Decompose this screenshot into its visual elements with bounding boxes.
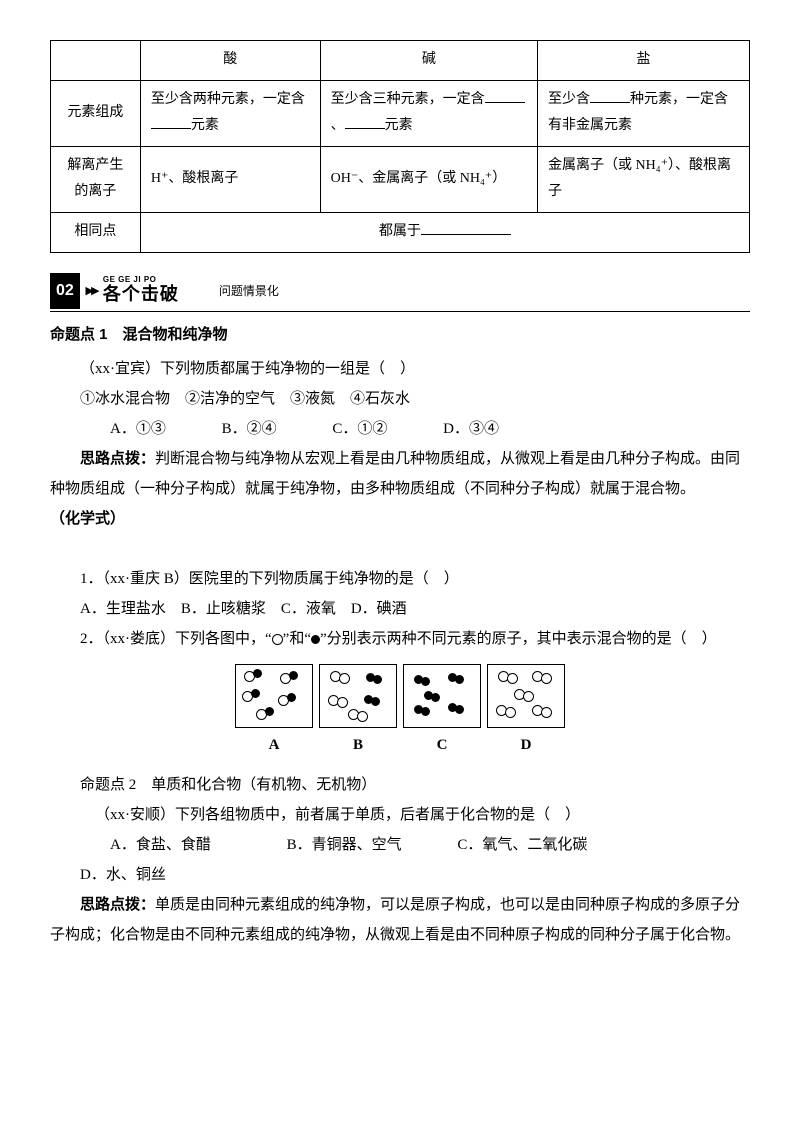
diagram-a: A <box>235 664 313 760</box>
opt-a: A．①③ <box>80 414 166 444</box>
row2-label: 解离产生的离子 <box>51 146 141 212</box>
label-d: D <box>487 730 565 760</box>
diagram-row: A B C D <box>50 664 750 760</box>
diagram-b: B <box>319 664 397 760</box>
th-salt: 盐 <box>538 41 750 81</box>
opt-b: B．②④ <box>192 414 277 444</box>
t2-opt-b: B．青铜器、空气 <box>257 830 402 860</box>
th-base: 碱 <box>320 41 537 81</box>
row1-salt: 至少含种元素，一定含有非金属元素 <box>538 80 750 146</box>
think-label: 思路点拨： <box>80 450 155 467</box>
row2-base: OH⁻、金属离子（或 NH₄⁺） <box>320 146 537 212</box>
opt-d: D．③④ <box>413 414 499 444</box>
t2-opt-d: D．水、铜丝 <box>50 860 166 890</box>
row2-salt: 金属离子（或 NH₄⁺）、酸根离子 <box>538 146 750 212</box>
t2-opt-c: C．氧气、二氧化碳 <box>427 830 587 860</box>
topic1-stem: （xx·宜宾）下列物质都属于纯净物的一组是（ ） <box>50 354 750 384</box>
q2: 2．（xx·娄底）下列各图中，“”和“”分别表示两种不同元素的原子，其中表示混合… <box>50 624 750 654</box>
row1-acid: 至少含两种元素，一定含元素 <box>140 80 320 146</box>
row1-base: 至少含三种元素，一定含、元素 <box>320 80 537 146</box>
arrow-icon: ▸▸ <box>86 276 97 306</box>
topic2-think: 思路点拨：单质是由同种元素组成的纯净物，可以是原子构成，也可以是由同种原子构成的… <box>50 890 750 950</box>
t2-think-label: 思路点拨： <box>80 896 155 913</box>
section-header: 02 ▸▸ GE GE JI PO 各个击破 问题情景化 <box>50 273 750 312</box>
section-title: 各个击破 <box>103 285 179 305</box>
th-acid: 酸 <box>140 41 320 81</box>
section-subtitle: 问题情景化 <box>219 279 279 303</box>
q1-opts: A．生理盐水 B．止咳糖浆 C．液氧 D．碘酒 <box>50 594 750 624</box>
topic2-options: A．食盐、食醋 B．青铜器、空气 C．氧气、二氧化碳 D．水、铜丝 <box>50 830 750 890</box>
composition-table: 酸 碱 盐 元素组成 至少含两种元素，一定含元素 至少含三种元素，一定含、元素 … <box>50 40 750 253</box>
row3-label: 相同点 <box>51 212 141 252</box>
chem-label: （化学式） <box>50 504 750 534</box>
opt-c: C．①② <box>302 414 387 444</box>
diagram-c: C <box>403 664 481 760</box>
section-num: 02 <box>50 273 80 309</box>
row3-merged: 都属于 <box>140 212 749 252</box>
diagram-d: D <box>487 664 565 760</box>
topic1-heading: 命题点 1 混合物和纯净物 <box>50 320 750 350</box>
label-a: A <box>235 730 313 760</box>
th-blank <box>51 41 141 81</box>
topic1-items: ①冰水混合物 ②洁净的空气 ③液氮 ④石灰水 <box>50 384 750 414</box>
label-b: B <box>319 730 397 760</box>
label-c: C <box>403 730 481 760</box>
row2-acid: H⁺、酸根离子 <box>140 146 320 212</box>
topic2-heading: 命题点 2 单质和化合物（有机物、无机物） <box>50 770 750 800</box>
topic1-think: 思路点拨：判断混合物与纯净物从宏观上看是由几种物质组成，从微观上看是由几种分子构… <box>50 444 750 504</box>
q1: 1．（xx·重庆 B）医院里的下列物质属于纯净物的是（ ） <box>50 564 750 594</box>
t2-opt-a: A．食盐、食醋 <box>80 830 211 860</box>
topic1-options: A．①③ B．②④ C．①② D．③④ <box>50 414 750 444</box>
topic2-stem: （xx·安顺）下列各组物质中，前者属于单质，后者属于化合物的是（ ） <box>50 800 750 830</box>
row1-label: 元素组成 <box>51 80 141 146</box>
